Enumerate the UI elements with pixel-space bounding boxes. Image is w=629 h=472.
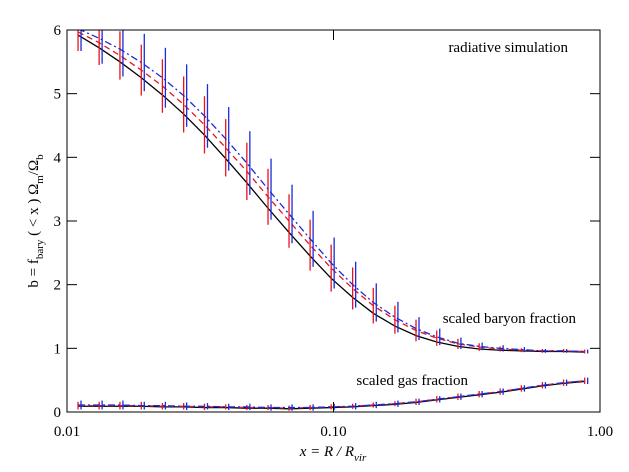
y-tick-label: 6 [54, 23, 62, 39]
y-label-part: ( < x ) Ω [26, 184, 42, 240]
y-tick-label: 3 [54, 214, 62, 230]
series-line [78, 380, 585, 409]
series-line [77, 31, 585, 353]
x-label-part: x = R / R [299, 444, 354, 460]
x-tick-label: 1.00 [587, 424, 613, 440]
y-label-part: m [34, 175, 46, 184]
x-axis-label: x = R / Rvir [299, 444, 367, 464]
y-label-part: /Ω [26, 160, 42, 175]
y-label-part: b = f [26, 259, 42, 287]
y-label-part: bary [34, 239, 46, 259]
x-tick-label: 0.10 [320, 424, 346, 440]
series-line [78, 380, 585, 409]
y-tick-label: 2 [54, 278, 62, 294]
y-tick-label: 5 [54, 87, 62, 103]
x-tick-label: 0.01 [54, 424, 80, 440]
y-label-part: b [34, 154, 46, 160]
annotation: radiative simulation [448, 40, 568, 56]
series-line [77, 34, 585, 353]
annotation: scaled baryon fraction [443, 311, 577, 327]
y-tick-label: 0 [54, 405, 62, 421]
y-tick-label: 1 [54, 341, 62, 357]
x-label-part: vir [354, 452, 367, 464]
annotation: scaled gas fraction [356, 373, 468, 389]
y-axis-label: b = fbary ( < x ) Ωm/Ωb [26, 154, 46, 288]
y-tick-label: 4 [54, 150, 62, 166]
plot-frame [66, 29, 601, 413]
series-line [79, 30, 585, 353]
plot-area [77, 30, 589, 411]
